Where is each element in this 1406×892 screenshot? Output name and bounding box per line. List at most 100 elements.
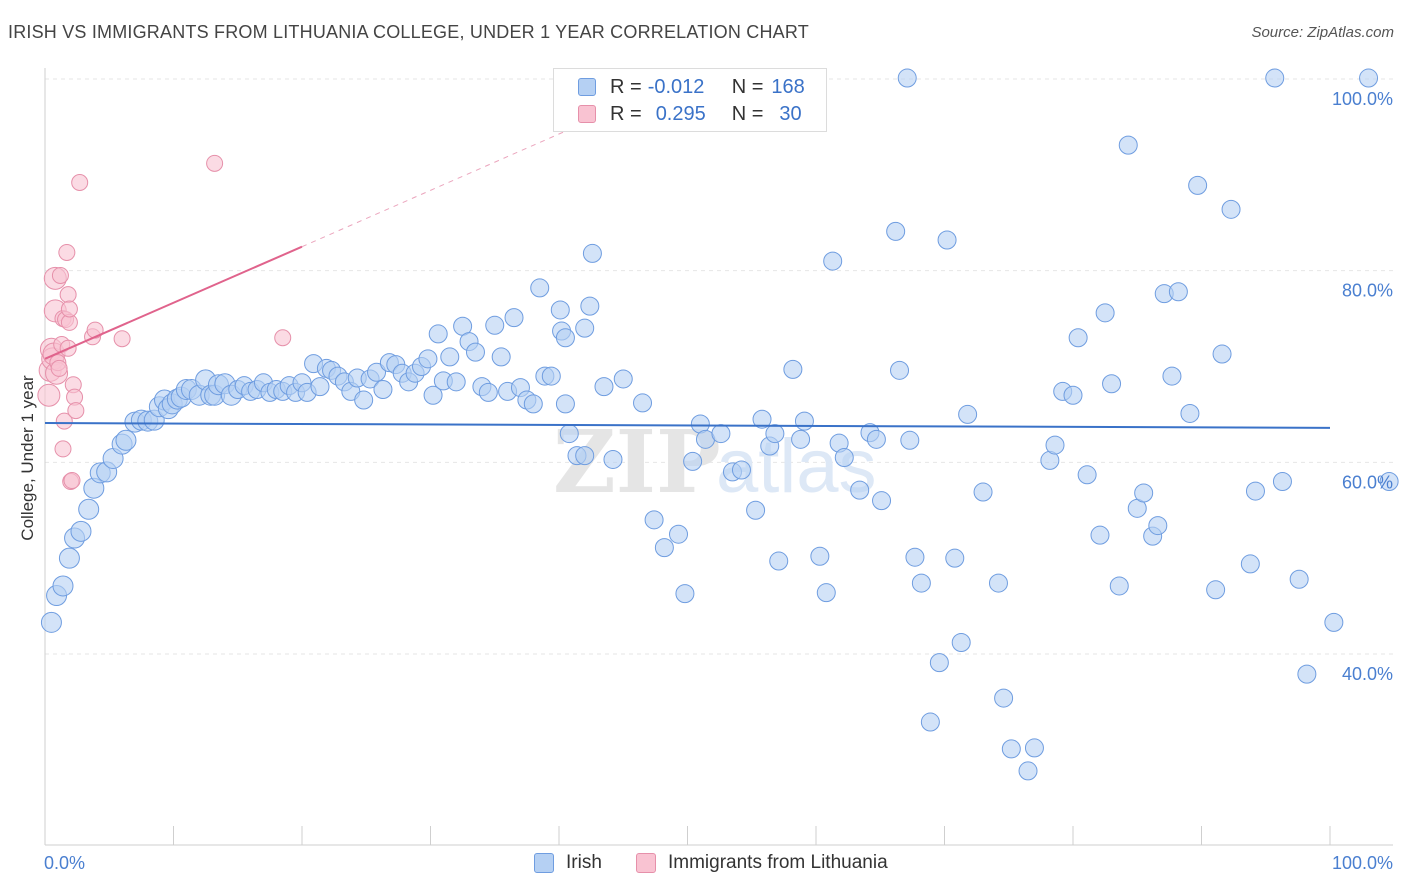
- y-tick-label: 40.0%: [1342, 664, 1393, 684]
- irish-point: [1212, 344, 1232, 364]
- irish-point: [418, 349, 438, 369]
- legend: Irish Immigrants from Lithuania: [0, 852, 1406, 878]
- irish-trend-line: [44, 422, 1331, 429]
- irish-point: [550, 300, 570, 320]
- irish-point: [783, 359, 803, 379]
- irish-point: [872, 491, 892, 511]
- irish-point: [1272, 472, 1292, 491]
- irish-point: [1024, 738, 1044, 758]
- irish-point: [1297, 664, 1317, 684]
- irish-point: [905, 547, 925, 567]
- irish-point: [446, 372, 466, 392]
- lithuania-point: [51, 266, 69, 284]
- irish-point: [1168, 282, 1188, 302]
- irish-point: [890, 360, 910, 380]
- irish-point: [937, 230, 957, 250]
- irish-point: [491, 347, 511, 367]
- lithuania-point: [63, 472, 81, 490]
- lithuania-swatch: [578, 105, 596, 123]
- irish-point: [575, 446, 595, 466]
- source-credit: Source: ZipAtlas.com: [1251, 24, 1394, 41]
- y-tick-label: 60.0%: [1342, 472, 1393, 492]
- irish-point: [1095, 303, 1115, 323]
- irish-point: [731, 460, 751, 480]
- irish-point: [1221, 199, 1241, 219]
- irish-point: [582, 243, 602, 263]
- irish-point: [1162, 366, 1182, 386]
- lithuania-point: [59, 286, 77, 304]
- irish-point: [58, 547, 80, 569]
- stats-row-lithuania: R = 0.295 N = 30: [578, 102, 802, 126]
- irish-point: [711, 424, 731, 444]
- lithuania-point: [60, 300, 78, 318]
- irish-point: [555, 394, 575, 414]
- n-value: 30: [779, 102, 802, 125]
- legend-item-irish[interactable]: Irish: [534, 852, 602, 874]
- irish-point: [478, 382, 498, 402]
- lithuania-point: [58, 243, 76, 261]
- irish-point: [52, 575, 74, 597]
- chart-title: IRISH VS IMMIGRANTS FROM LITHUANIA COLLE…: [8, 22, 809, 42]
- irish-point: [886, 221, 906, 241]
- irish-point: [1359, 68, 1379, 88]
- x-tick-label: 0.0%: [44, 853, 85, 873]
- irish-point: [555, 328, 575, 348]
- irish-point: [1289, 569, 1309, 589]
- lithuania-point: [86, 321, 104, 339]
- irish-point: [559, 424, 579, 444]
- irish-point: [575, 318, 595, 338]
- irish-point: [1134, 483, 1154, 503]
- irish-point: [354, 390, 374, 410]
- lithuania-point: [274, 329, 292, 347]
- irish-point: [465, 342, 485, 362]
- lithuania-trend-line: [44, 245, 303, 360]
- irish-point: [988, 573, 1008, 593]
- irish-point: [78, 498, 100, 520]
- irish-point: [994, 688, 1014, 708]
- r-label: R =: [610, 75, 642, 98]
- irish-point: [1001, 739, 1021, 759]
- axes-layer: [44, 68, 1393, 846]
- lithuania-legend-swatch: [636, 853, 656, 873]
- irish-point: [367, 362, 387, 382]
- n-label: N =: [731, 75, 764, 98]
- irish-point: [746, 500, 766, 520]
- irish-point: [373, 380, 393, 399]
- r-value: 0.295: [655, 102, 706, 125]
- irish-point: [70, 520, 92, 542]
- irish-point: [791, 429, 811, 449]
- irish-point: [765, 424, 785, 444]
- irish-point: [1148, 516, 1168, 536]
- labels-layer: 40.0% 60.0% 80.0% 100.0% 0.0% 100.0%: [44, 89, 1393, 873]
- irish-point: [920, 712, 940, 732]
- irish-point: [683, 451, 703, 471]
- irish-point: [1018, 761, 1038, 781]
- irish-point: [951, 633, 971, 652]
- irish-point: [866, 429, 886, 449]
- irish-legend-swatch: [534, 853, 554, 873]
- r-label: R =: [610, 102, 642, 125]
- irish-point: [1206, 580, 1226, 600]
- irish-point: [310, 377, 330, 397]
- irish-point: [945, 548, 965, 568]
- irish-point: [1245, 481, 1265, 501]
- irish-point: [603, 449, 623, 469]
- lithuania-point: [71, 174, 89, 191]
- irish-point: [675, 584, 695, 604]
- stats-box: R = -0.012 N = 168 R = 0.295 N = 30: [553, 68, 827, 132]
- irish-point: [115, 429, 137, 451]
- irish-point: [1324, 612, 1344, 632]
- irish-point: [440, 347, 460, 367]
- n-value: 168: [771, 75, 805, 98]
- grid-layer: [45, 78, 1393, 655]
- irish-point: [40, 611, 62, 633]
- irish-point: [1068, 328, 1088, 348]
- irish-point: [613, 369, 633, 389]
- legend-item-lithuania[interactable]: Immigrants from Lithuania: [636, 852, 888, 874]
- irish-point: [669, 524, 689, 544]
- irish-point: [1045, 435, 1065, 455]
- irish-point: [428, 324, 448, 344]
- irish-point: [1118, 135, 1138, 155]
- irish-point: [1188, 175, 1208, 195]
